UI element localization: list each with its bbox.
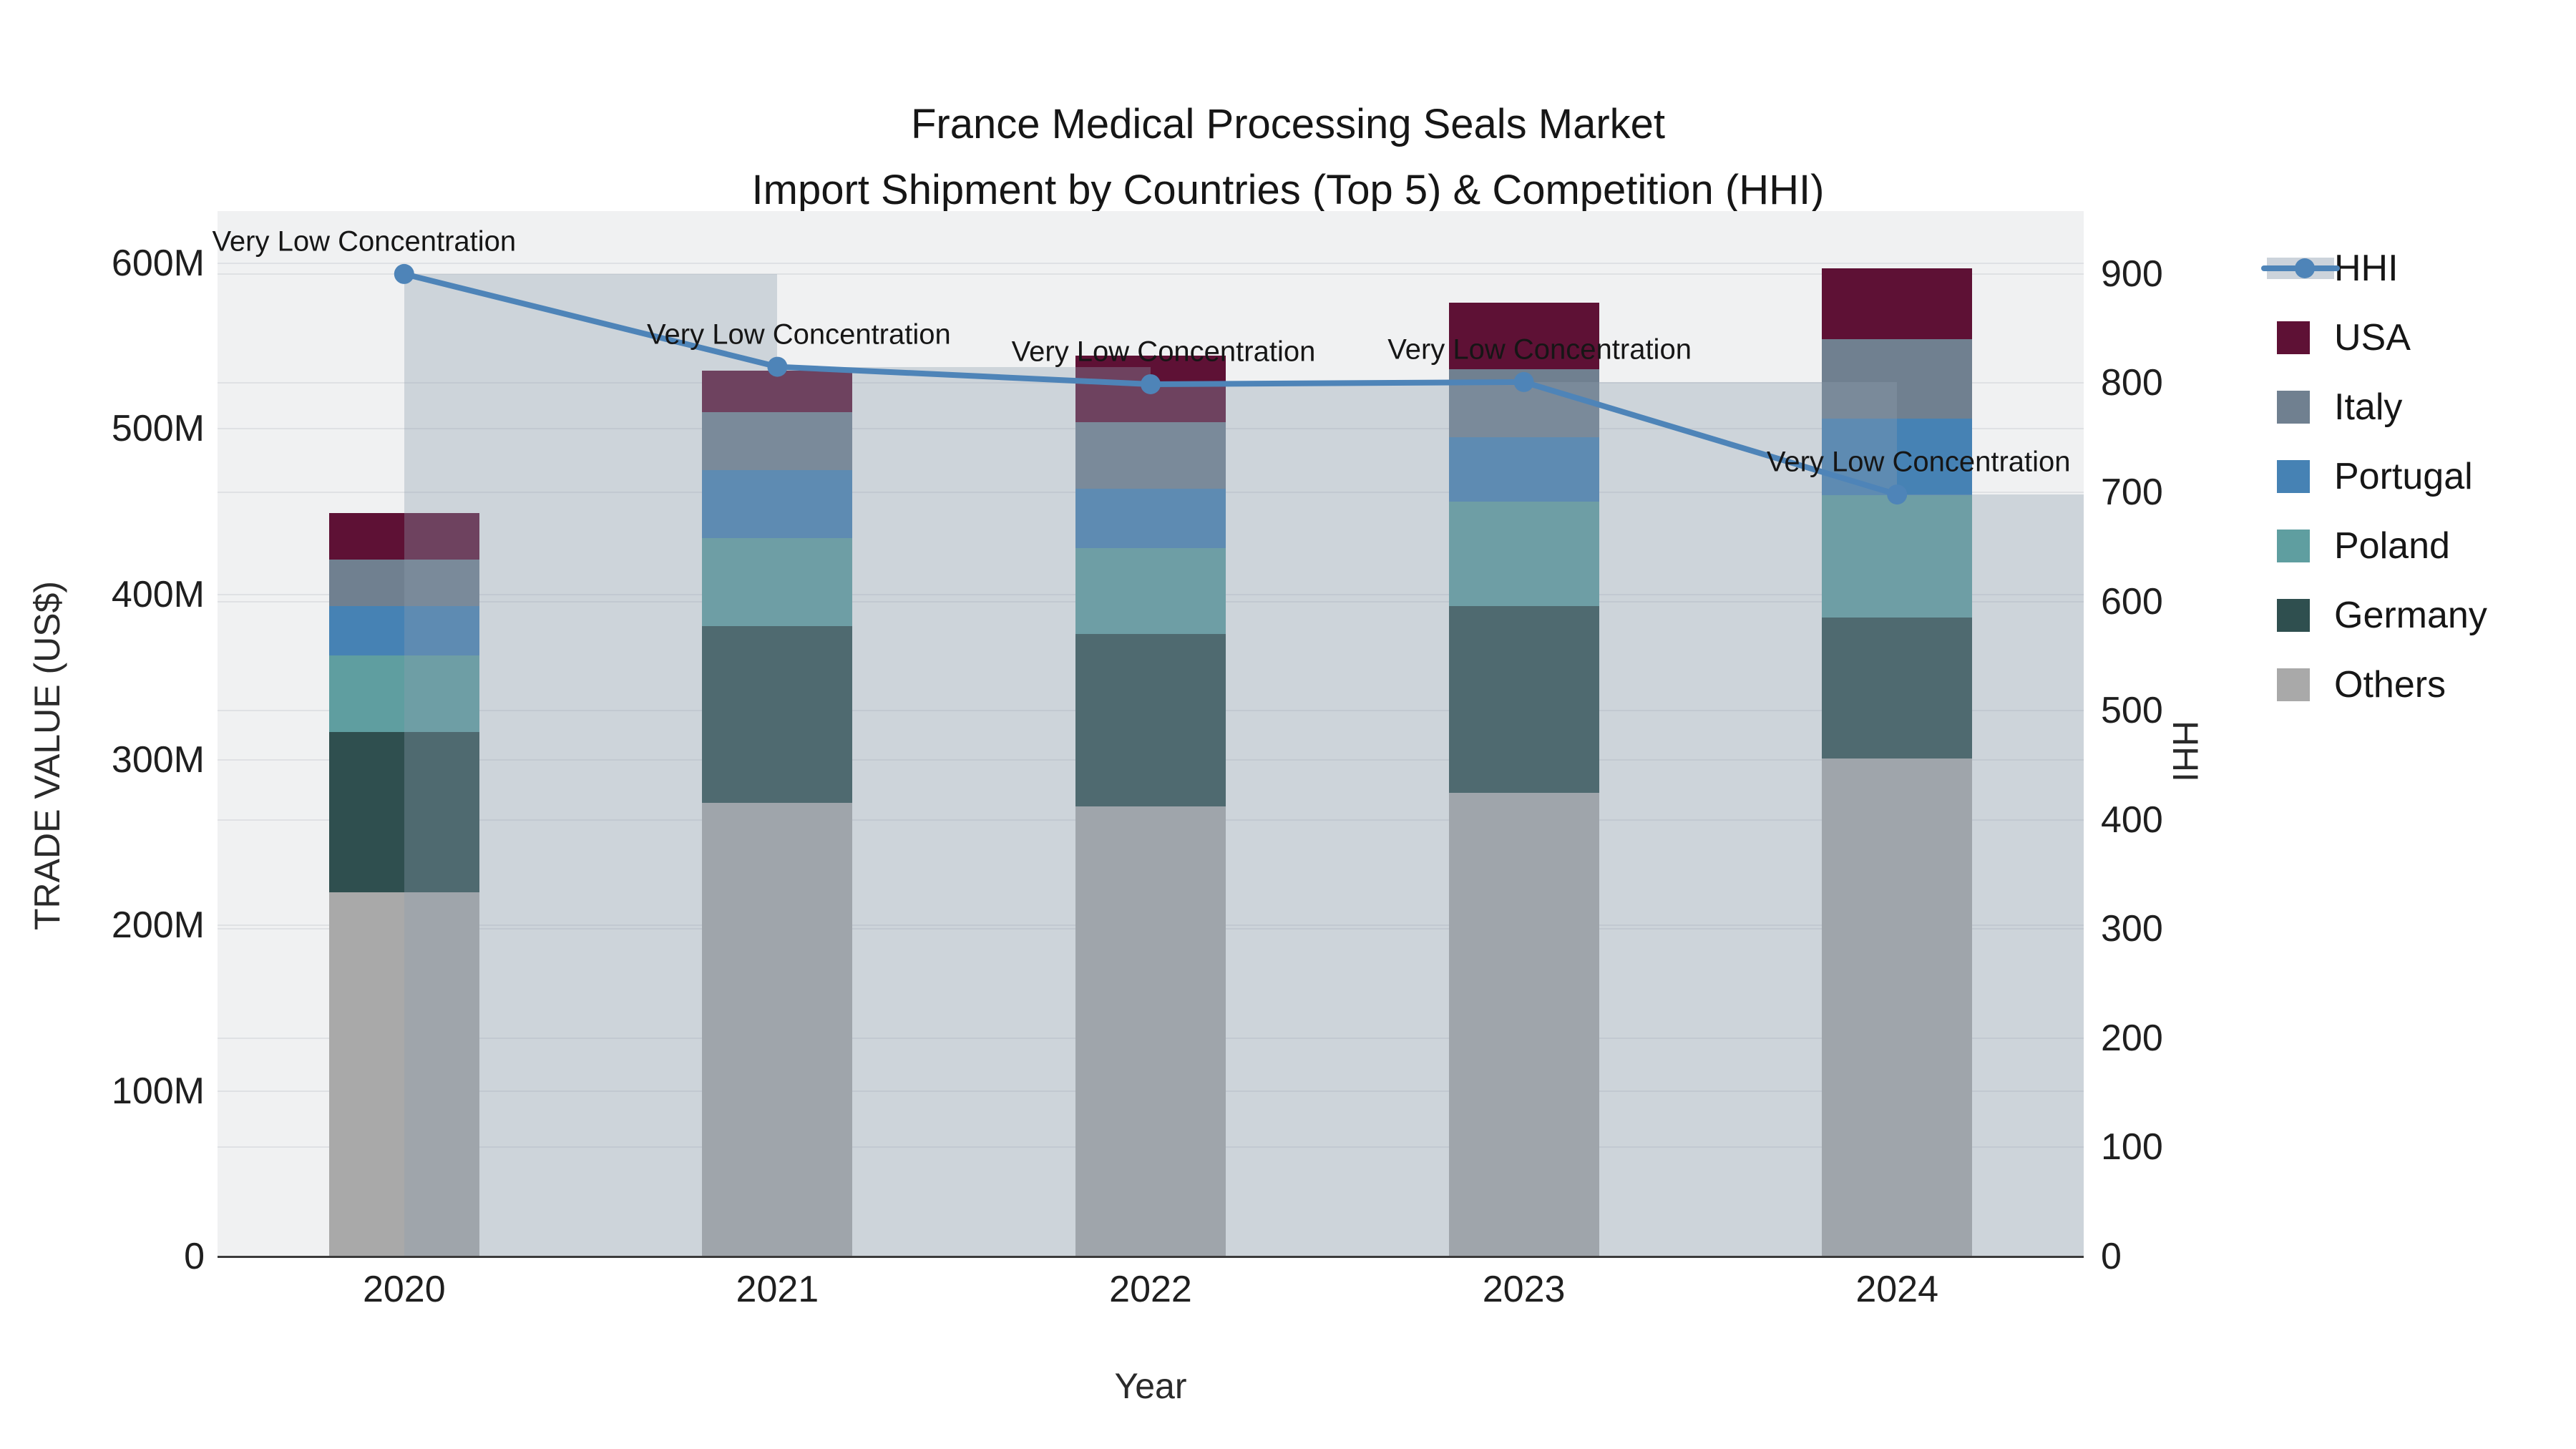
bar-segment-others-2021[interactable] [702,803,853,1257]
legend-item-others[interactable]: Others [2267,650,2487,719]
bar-segment-poland-2022[interactable] [1075,547,1226,635]
bar-segment-others-2024[interactable] [1822,758,1973,1257]
legend-hhi-icon [2261,252,2340,285]
left-tick-0: 0 [184,1236,205,1277]
legend-label-italy: Italy [2334,386,2403,428]
hhi-line-layer [394,263,1908,505]
bar-segment-portugal-2021[interactable] [702,470,853,538]
hhi-marker-2021[interactable] [767,356,788,377]
hhi-marker-2022[interactable] [1141,374,1161,394]
chart-title-line-1: France Medical Processing Seals Market [910,101,1666,147]
hhi-bar-2024[interactable] [1897,494,2084,1257]
legend-item-germany[interactable]: Germany [2267,580,2487,650]
left-tick-100M: 100M [111,1070,205,1112]
left-tick-400M: 400M [111,573,205,615]
right-tick-0: 0 [2101,1236,2122,1277]
legend-item-italy[interactable]: Italy [2267,372,2487,441]
x-tick-2023: 2023 [1482,1269,1566,1310]
legend: HHI USA Italy Portugal Poland Germany Others [2261,233,2487,719]
left-axis-title: TRADE VALUE (US$) [27,580,67,931]
hhi-bar-2023[interactable] [1523,381,1898,1257]
legend-label-portugal: Portugal [2334,455,2473,497]
right-tick-500: 500 [2101,690,2163,732]
legend-label-poland: Poland [2334,525,2450,567]
legend-hhi-marker [2295,258,2315,278]
bar-segment-germany-2021[interactable] [702,625,853,804]
hhi-bar-2021[interactable] [777,366,1151,1257]
chart-title-line-2: Import Shipment by Countries (Top 5) & C… [751,167,1825,213]
bar-segment-italy-2024[interactable] [1822,339,1973,419]
bar-segment-germany-2023[interactable] [1448,605,1599,794]
x-tick-2021: 2021 [736,1269,819,1310]
bar-segment-germany-2020[interactable] [328,731,479,892]
right-tick-200: 200 [2101,1017,2163,1059]
bar-segment-portugal-2020[interactable] [328,605,479,656]
right-axis-title: HHI [2165,720,2205,783]
bar-segment-poland-2023[interactable] [1448,502,1599,606]
legend-swatch-others [2277,668,2310,701]
bar-segment-others-2020[interactable] [328,892,479,1257]
right-tick-400: 400 [2101,799,2163,841]
bar-segment-germany-2024[interactable] [1822,617,1973,758]
chart-title: France Medical Processing Seals Market I… [0,92,2576,223]
hhi-marker-2024[interactable] [1887,484,1908,505]
legend-item-hhi[interactable]: HHI [2261,233,2487,303]
right-tick-800: 800 [2101,362,2163,404]
bar-segment-poland-2020[interactable] [328,655,479,732]
x-axis-line [218,1256,2084,1258]
gridline-left-600 [218,262,2084,264]
right-tick-300: 300 [2101,908,2163,950]
right-tick-600: 600 [2101,580,2163,623]
right-tick-700: 700 [2101,472,2163,514]
bar-segment-usa-2024[interactable] [1822,268,1973,340]
legend-swatch-germany [2277,598,2310,632]
legend-label-usa: USA [2334,316,2411,358]
x-tick-2022: 2022 [1109,1269,1192,1310]
left-tick-500M: 500M [111,408,205,450]
hhi-bar-2020[interactable] [404,273,778,1257]
legend-label-germany: Germany [2334,594,2487,636]
bar-segment-others-2022[interactable] [1075,806,1226,1257]
bar-segment-poland-2024[interactable] [1822,494,1973,618]
left-tick-600M: 600M [111,242,205,284]
bar-segment-italy-2022[interactable] [1075,421,1226,489]
legend-swatch-italy [2277,390,2310,424]
hhi-annotation-2021: Very Low Concentration [647,318,951,351]
hhi-marker-2023[interactable] [1513,371,1534,392]
legend-item-usa[interactable]: USA [2267,303,2487,372]
left-tick-300M: 300M [111,738,205,781]
hhi-annotation-2024: Very Low Concentration [1766,446,2071,478]
plot-area [218,211,2084,1257]
bar-segment-italy-2021[interactable] [702,412,853,471]
bar-segment-portugal-2022[interactable] [1075,488,1226,548]
legend-label-hhi: HHI [2334,247,2399,289]
legend-swatch-usa [2277,321,2310,354]
hhi-annotation-2022: Very Low Concentration [1011,336,1316,368]
hhi-bar-2022[interactable] [1151,384,1524,1257]
left-tick-200M: 200M [111,904,205,947]
bar-segment-usa-2023[interactable] [1448,303,1599,369]
x-tick-2020: 2020 [362,1269,446,1310]
hhi-marker-2020[interactable] [394,263,414,284]
legend-label-others: Others [2334,663,2446,706]
bar-segment-portugal-2023[interactable] [1448,436,1599,502]
x-axis-title: Year [1114,1366,1187,1406]
legend-item-poland[interactable]: Poland [2267,511,2487,580]
legend-swatch-poland [2277,529,2310,562]
bar-segment-usa-2020[interactable] [328,513,479,560]
right-tick-100: 100 [2101,1126,2163,1169]
legend-item-portugal[interactable]: Portugal [2267,441,2487,511]
hhi-annotation-2023: Very Low Concentration [1387,333,1692,366]
bar-segment-others-2023[interactable] [1448,793,1599,1257]
gridline-right-900 [218,273,2084,275]
bar-segment-usa-2021[interactable] [702,371,853,413]
bar-segment-italy-2020[interactable] [328,560,479,606]
bar-segment-germany-2022[interactable] [1075,634,1226,806]
right-tick-900: 900 [2101,253,2163,295]
hhi-annotation-2020: Very Low Concentration [212,225,517,258]
x-tick-2024: 2024 [1855,1269,1939,1310]
legend-swatch-portugal [2277,459,2310,493]
bar-segment-poland-2021[interactable] [702,537,853,626]
